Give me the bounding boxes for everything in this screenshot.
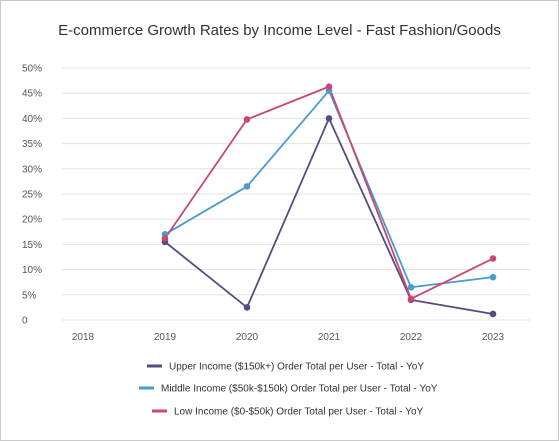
data-point xyxy=(325,115,333,122)
data-point xyxy=(325,83,333,90)
y-tick-label: 50% xyxy=(22,64,42,75)
x-tick-label: 2023 xyxy=(482,332,505,343)
y-tick-label: 25% xyxy=(22,190,42,201)
y-axis: 0 5% 10% 15% 20% 25% 30% 35% 40% 45% 50% xyxy=(22,64,42,327)
y-tick-label: 35% xyxy=(22,139,42,150)
series-points xyxy=(161,83,497,318)
data-point xyxy=(489,310,497,318)
y-tick-label: 40% xyxy=(22,114,42,125)
y-tick-label: 15% xyxy=(22,240,42,251)
data-point xyxy=(243,183,251,190)
x-tick-label: 2021 xyxy=(318,332,341,343)
legend-label: Middle Income ($50k-$150k) Order Total p… xyxy=(161,384,438,395)
data-point xyxy=(407,295,415,303)
y-tick-label: 0 xyxy=(22,316,28,327)
y-tick-label: 20% xyxy=(22,215,42,226)
y-tick-label: 10% xyxy=(22,265,42,276)
legend-label: Upper Income ($150k+) Order Total per Us… xyxy=(169,362,424,373)
data-point xyxy=(243,116,251,123)
x-axis: 2018 2019 2020 2021 2022 2023 xyxy=(72,332,505,343)
data-point xyxy=(407,283,415,291)
data-point xyxy=(489,273,497,281)
y-tick-label: 5% xyxy=(22,290,37,301)
data-point xyxy=(243,304,251,311)
x-tick-label: 2018 xyxy=(72,332,95,343)
x-tick-label: 2022 xyxy=(400,332,423,343)
data-point xyxy=(161,235,169,242)
data-point xyxy=(489,255,497,262)
series-line-0 xyxy=(164,117,494,315)
x-tick-label: 2020 xyxy=(236,332,259,343)
y-tick-label: 45% xyxy=(22,89,42,100)
gridlines xyxy=(62,67,530,321)
legend-label: Low Income ($0-$50k) Order Total per Use… xyxy=(174,407,424,418)
chart-title: E-commerce Growth Rates by Income Level … xyxy=(58,22,501,39)
legend: Upper Income ($150k+) Order Total per Us… xyxy=(139,362,438,418)
x-tick-label: 2019 xyxy=(154,332,177,343)
y-tick-label: 30% xyxy=(22,164,42,175)
